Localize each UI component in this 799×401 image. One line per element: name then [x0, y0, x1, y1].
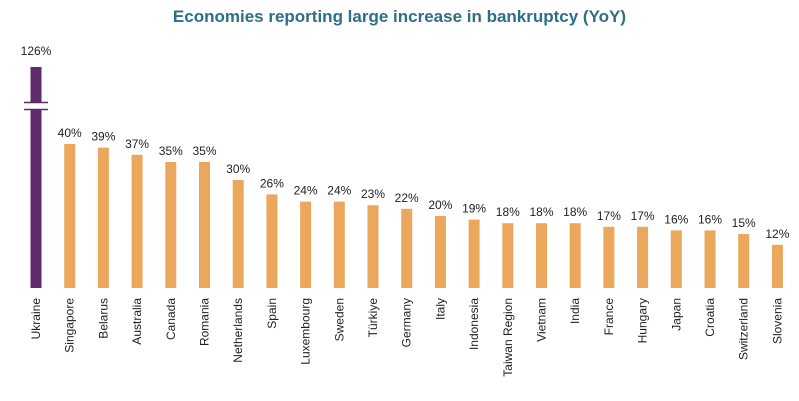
value-label: 19%	[462, 202, 486, 216]
bar-vietnam	[536, 223, 547, 288]
category-label: Japan	[669, 298, 683, 331]
bar-belarus	[97, 147, 109, 288]
bar-switzerland	[738, 234, 750, 288]
bar-netherlands	[232, 180, 244, 288]
value-label: 17%	[597, 209, 621, 223]
value-label: 23%	[361, 187, 385, 201]
value-label: 35%	[192, 144, 216, 158]
value-label: 24%	[294, 184, 318, 198]
category-label: Canada	[164, 298, 178, 340]
bar-türkiye	[367, 205, 379, 288]
value-label: 35%	[159, 144, 183, 158]
value-label: 16%	[664, 212, 688, 226]
value-label: 18%	[529, 205, 553, 219]
category-label: Netherlands	[231, 298, 245, 363]
bar-hungary	[637, 226, 649, 288]
category-label: Australia	[130, 298, 144, 345]
category-label: Belarus	[96, 298, 110, 339]
bar-slovenia	[771, 244, 783, 288]
value-label: 126%	[21, 44, 52, 58]
bar-japan	[670, 230, 682, 288]
bar-indonesia	[468, 219, 480, 288]
category-label: Croatia	[703, 298, 717, 337]
bar-spain	[266, 194, 278, 288]
category-label: Indonesia	[467, 298, 481, 350]
value-label: 22%	[395, 191, 419, 205]
bar-sweden	[333, 201, 345, 288]
bar-canada	[165, 162, 177, 288]
category-label: Romania	[198, 298, 212, 346]
bar-germany	[401, 208, 413, 288]
bar-singapore	[64, 144, 76, 288]
value-label: 20%	[428, 198, 452, 212]
value-label: 39%	[91, 130, 115, 144]
category-label: Switzerland	[737, 298, 751, 360]
value-label: 24%	[327, 184, 351, 198]
bar-italy	[434, 216, 446, 288]
category-label: Türkiye	[366, 298, 380, 338]
bar-luxembourg	[300, 201, 312, 288]
category-label: Taiwan Region	[501, 298, 515, 377]
category-label: Sweden	[332, 298, 346, 341]
category-label: Luxembourg	[299, 298, 313, 365]
category-label: France	[602, 298, 616, 336]
value-label: 40%	[58, 126, 82, 140]
category-label: Vietnam	[535, 298, 549, 342]
bar-australia	[131, 154, 143, 288]
category-label: Hungary	[636, 298, 650, 343]
bar-taiwan-region	[502, 223, 514, 288]
category-label: Singapore	[63, 298, 77, 353]
bar-ukraine	[30, 67, 42, 288]
value-label: 18%	[563, 205, 587, 219]
chart-title: Economies reporting large increase in ba…	[172, 7, 627, 26]
category-label: Spain	[265, 298, 279, 329]
value-label: 30%	[226, 162, 250, 176]
value-label: 17%	[631, 209, 655, 223]
category-label: Italy	[433, 298, 447, 320]
category-label: Slovenia	[770, 298, 784, 344]
value-label: 15%	[732, 216, 756, 230]
value-label: 26%	[260, 176, 284, 190]
bar-france	[603, 226, 615, 288]
value-label: 37%	[125, 137, 149, 151]
category-label: Germany	[400, 298, 414, 347]
bar-romania	[199, 162, 210, 288]
value-label: 18%	[496, 205, 520, 219]
category-label: Ukraine	[29, 298, 43, 340]
bar-croatia	[704, 230, 716, 288]
bar-india	[569, 223, 581, 288]
value-label: 16%	[698, 212, 722, 226]
category-label: India	[568, 298, 582, 324]
value-label: 12%	[765, 227, 789, 241]
axis-break-gap	[28, 103, 44, 109]
